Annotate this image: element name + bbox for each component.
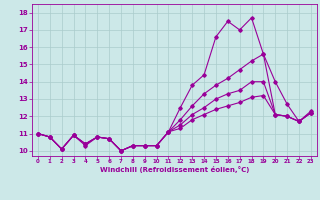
X-axis label: Windchill (Refroidissement éolien,°C): Windchill (Refroidissement éolien,°C) <box>100 166 249 173</box>
